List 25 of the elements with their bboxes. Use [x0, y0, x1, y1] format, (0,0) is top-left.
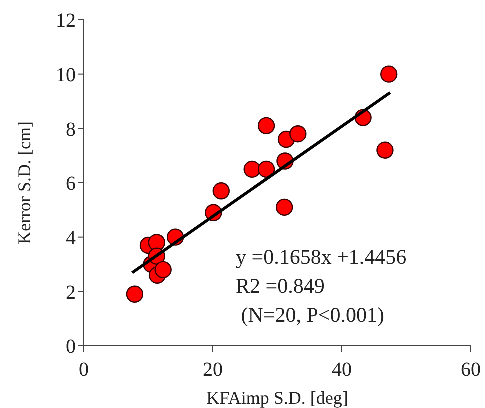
point	[244, 160, 261, 178]
point	[380, 66, 398, 83]
point	[376, 142, 394, 159]
point	[290, 126, 307, 143]
y-tick-label: 10	[56, 64, 76, 86]
y-tick-label: 8	[66, 118, 76, 141]
x-tick-label: 40	[332, 359, 352, 382]
y-tick-label: 2	[66, 282, 76, 304]
annotation: R2 =0.849	[236, 273, 326, 300]
point	[258, 160, 276, 178]
annotation: y =0.1658x +1.4456	[236, 244, 407, 271]
point	[154, 261, 172, 279]
y-tick-label: 6	[66, 173, 76, 196]
y-tick-label: 12	[56, 10, 76, 32]
x-tick-label: 20	[203, 359, 223, 382]
point	[258, 117, 276, 135]
y-tick-label: 0	[66, 336, 76, 358]
point	[126, 286, 144, 303]
x-tick-label: 60	[461, 359, 481, 382]
annotation: (N=20, P<0.001)	[240, 302, 386, 329]
y-tick-label: 4	[66, 227, 76, 250]
y-axis-title: Kerror S.D. [cm]	[14, 122, 34, 244]
x-axis-title: KFAimp S.D. [deg]	[206, 388, 348, 408]
point	[212, 182, 230, 200]
point	[276, 198, 294, 216]
